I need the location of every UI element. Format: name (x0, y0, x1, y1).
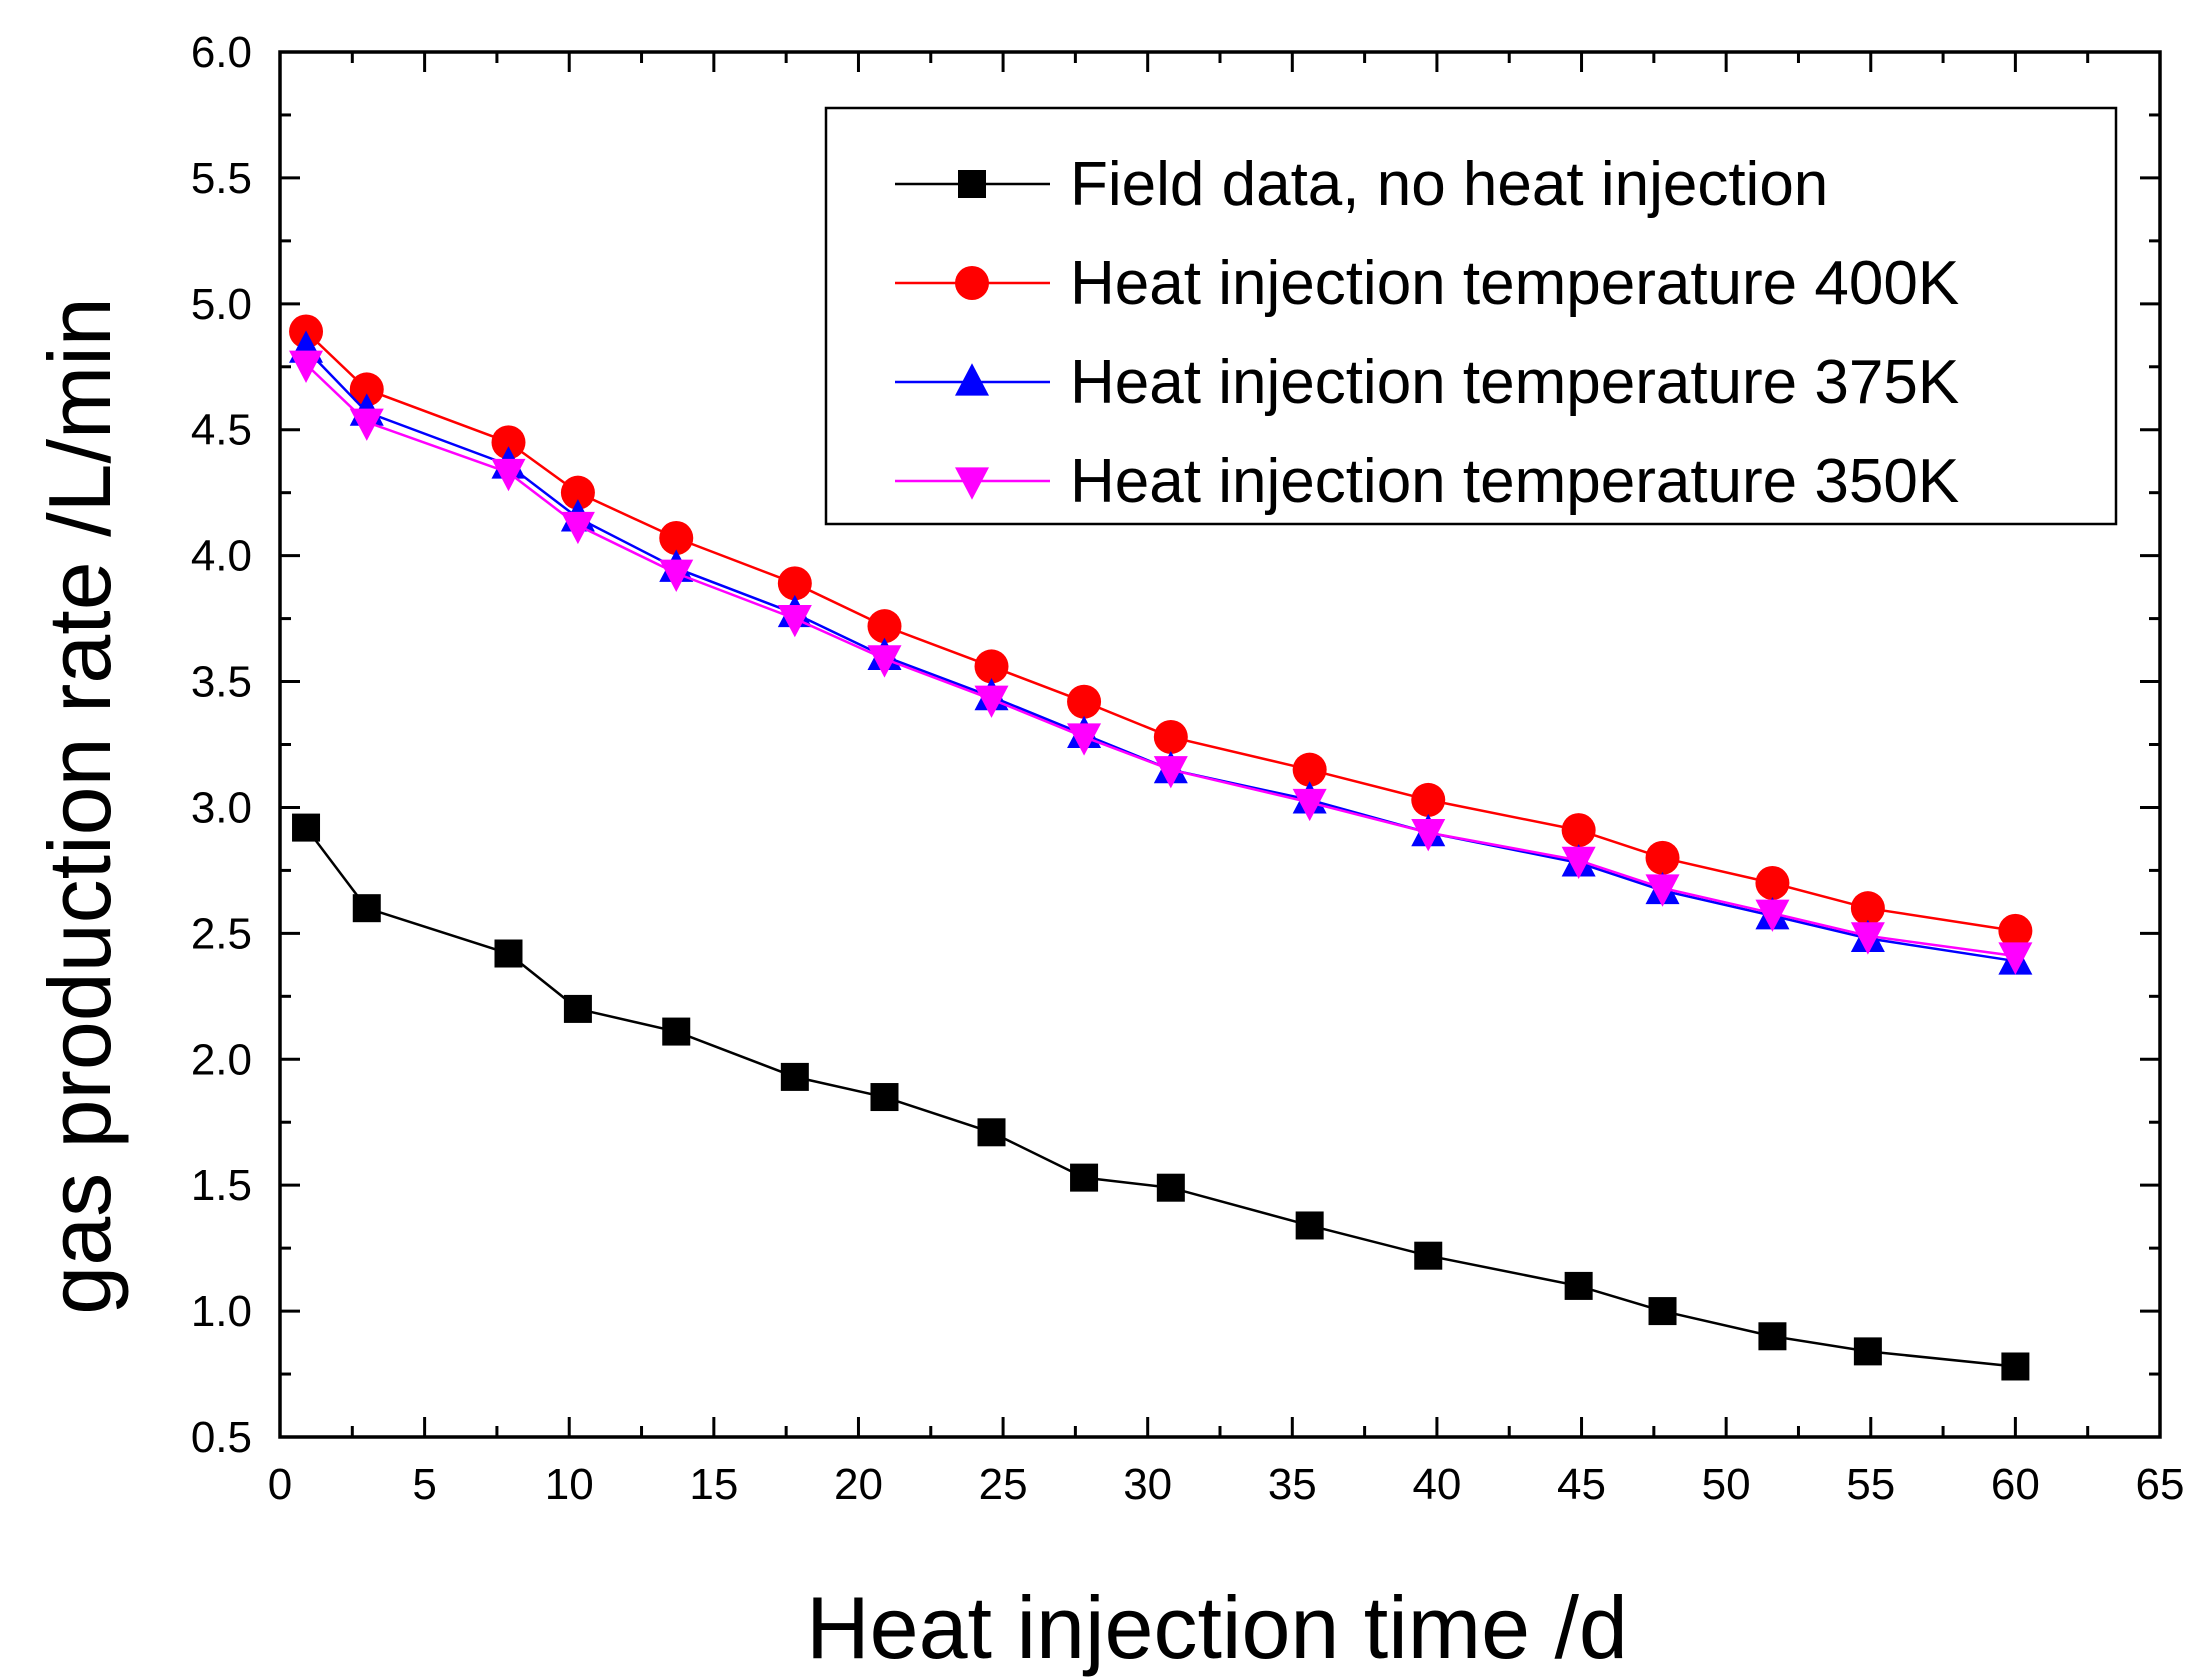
data-point (1561, 846, 1596, 880)
legend-label-375k: Heat injection temperature 375K (1070, 348, 1959, 417)
x-tick-label: 10 (545, 1460, 594, 1509)
data-point (1156, 1173, 1185, 1202)
legend-box (824, 106, 2118, 526)
series-4 (289, 350, 2033, 975)
data-point (867, 645, 902, 678)
y-tick-label: 5.5 (191, 154, 252, 203)
legend-label-400k: Heat injection temperature 400K (1070, 249, 1959, 318)
x-tick-label: 5 (412, 1460, 436, 1509)
x-tick-label: 15 (689, 1460, 738, 1509)
data-point (1067, 723, 1102, 756)
x-tick-label: 60 (1991, 1460, 2040, 1509)
x-tick-label: 45 (1557, 1460, 1606, 1509)
data-point (1758, 1322, 1787, 1351)
x-tick-label: 20 (834, 1460, 883, 1509)
y-tick-label: 3.5 (191, 658, 252, 707)
legend-sample-marker (955, 266, 989, 300)
data-point (1067, 684, 1102, 719)
series-1 (292, 813, 2030, 1381)
data-point (1648, 1297, 1677, 1326)
y-tick-label: 5.0 (191, 280, 252, 329)
data-point (662, 1017, 691, 1046)
data-point (1998, 913, 2033, 948)
data-point (1850, 922, 1885, 955)
data-point (1998, 942, 2033, 975)
data-point (1295, 1211, 1324, 1240)
data-point (289, 350, 324, 383)
legend-label-350k: Heat injection temperature 350K (1070, 447, 1959, 516)
data-point (870, 1083, 899, 1112)
series-2 (289, 314, 2033, 948)
data-point (560, 475, 595, 510)
data-point (1292, 788, 1327, 822)
y-tick-label: 1.0 (191, 1287, 252, 1336)
x-tick-label: 30 (1123, 1460, 1172, 1509)
data-point (1850, 891, 1885, 926)
y-tick-label: 1.5 (191, 1161, 252, 1210)
data-point (349, 372, 384, 407)
data-point (1411, 782, 1446, 817)
y-tick-label: 4.0 (191, 532, 252, 581)
x-tick-label: 65 (2136, 1460, 2185, 1509)
y-tick-label: 2.5 (191, 909, 252, 958)
legend-sample-marker (955, 363, 989, 396)
data-point (491, 425, 526, 460)
data-point (1414, 1241, 1443, 1270)
y-tick-label: 6.0 (191, 28, 252, 77)
data-point (560, 511, 595, 545)
legend-sample-marker (958, 170, 986, 198)
x-tick-label: 55 (1846, 1460, 1895, 1509)
legend-label-field-data: Field data, no heat injection (1070, 150, 1828, 219)
y-tick-label: 3.0 (191, 783, 252, 832)
data-point (1853, 1337, 1882, 1366)
data-point (977, 1118, 1006, 1147)
data-point (1561, 813, 1596, 848)
data-point (352, 894, 381, 923)
data-point (1564, 1271, 1593, 1300)
data-point (780, 1062, 809, 1091)
data-point (974, 649, 1009, 684)
legend: Field data, no heat injection Heat injec… (824, 106, 2118, 526)
y-tick-label: 0.5 (191, 1413, 252, 1462)
plot-frame (278, 50, 2162, 1439)
data-point (1645, 874, 1680, 907)
data-point (867, 609, 902, 644)
data-point (659, 521, 694, 556)
x-axis-title: Heat injection time /d (806, 1578, 1628, 1677)
y-tick-label: 2.0 (191, 1035, 252, 1084)
data-point (1755, 866, 1790, 900)
data-point (777, 604, 812, 638)
legend-samples (895, 170, 1050, 500)
data-point (1755, 899, 1790, 932)
data-point (1292, 752, 1327, 787)
data-point (491, 458, 526, 492)
data-point (2001, 1352, 2030, 1381)
x-tick-label: 25 (979, 1460, 1028, 1509)
data-point (563, 994, 592, 1023)
x-tick-label: 0 (268, 1460, 292, 1509)
data-point (494, 939, 523, 968)
data-point (1153, 719, 1188, 754)
y-tick-label: 4.5 (191, 406, 252, 455)
data-point (659, 559, 694, 592)
legend-sample-marker (955, 467, 989, 500)
x-tick-label: 35 (1268, 1460, 1317, 1509)
data-point (292, 813, 321, 842)
data-point (1411, 819, 1446, 852)
x-tick-label: 50 (1702, 1460, 1751, 1509)
y-axis-title: gas production rate /L/min (30, 297, 129, 1314)
data-point (777, 566, 812, 601)
data-point (1645, 840, 1680, 875)
data-point (1153, 756, 1188, 789)
data-point (974, 685, 1009, 718)
x-tick-label: 40 (1412, 1460, 1461, 1509)
data-point (349, 408, 384, 441)
series-layer (289, 314, 2033, 1381)
data-point (1070, 1163, 1099, 1192)
